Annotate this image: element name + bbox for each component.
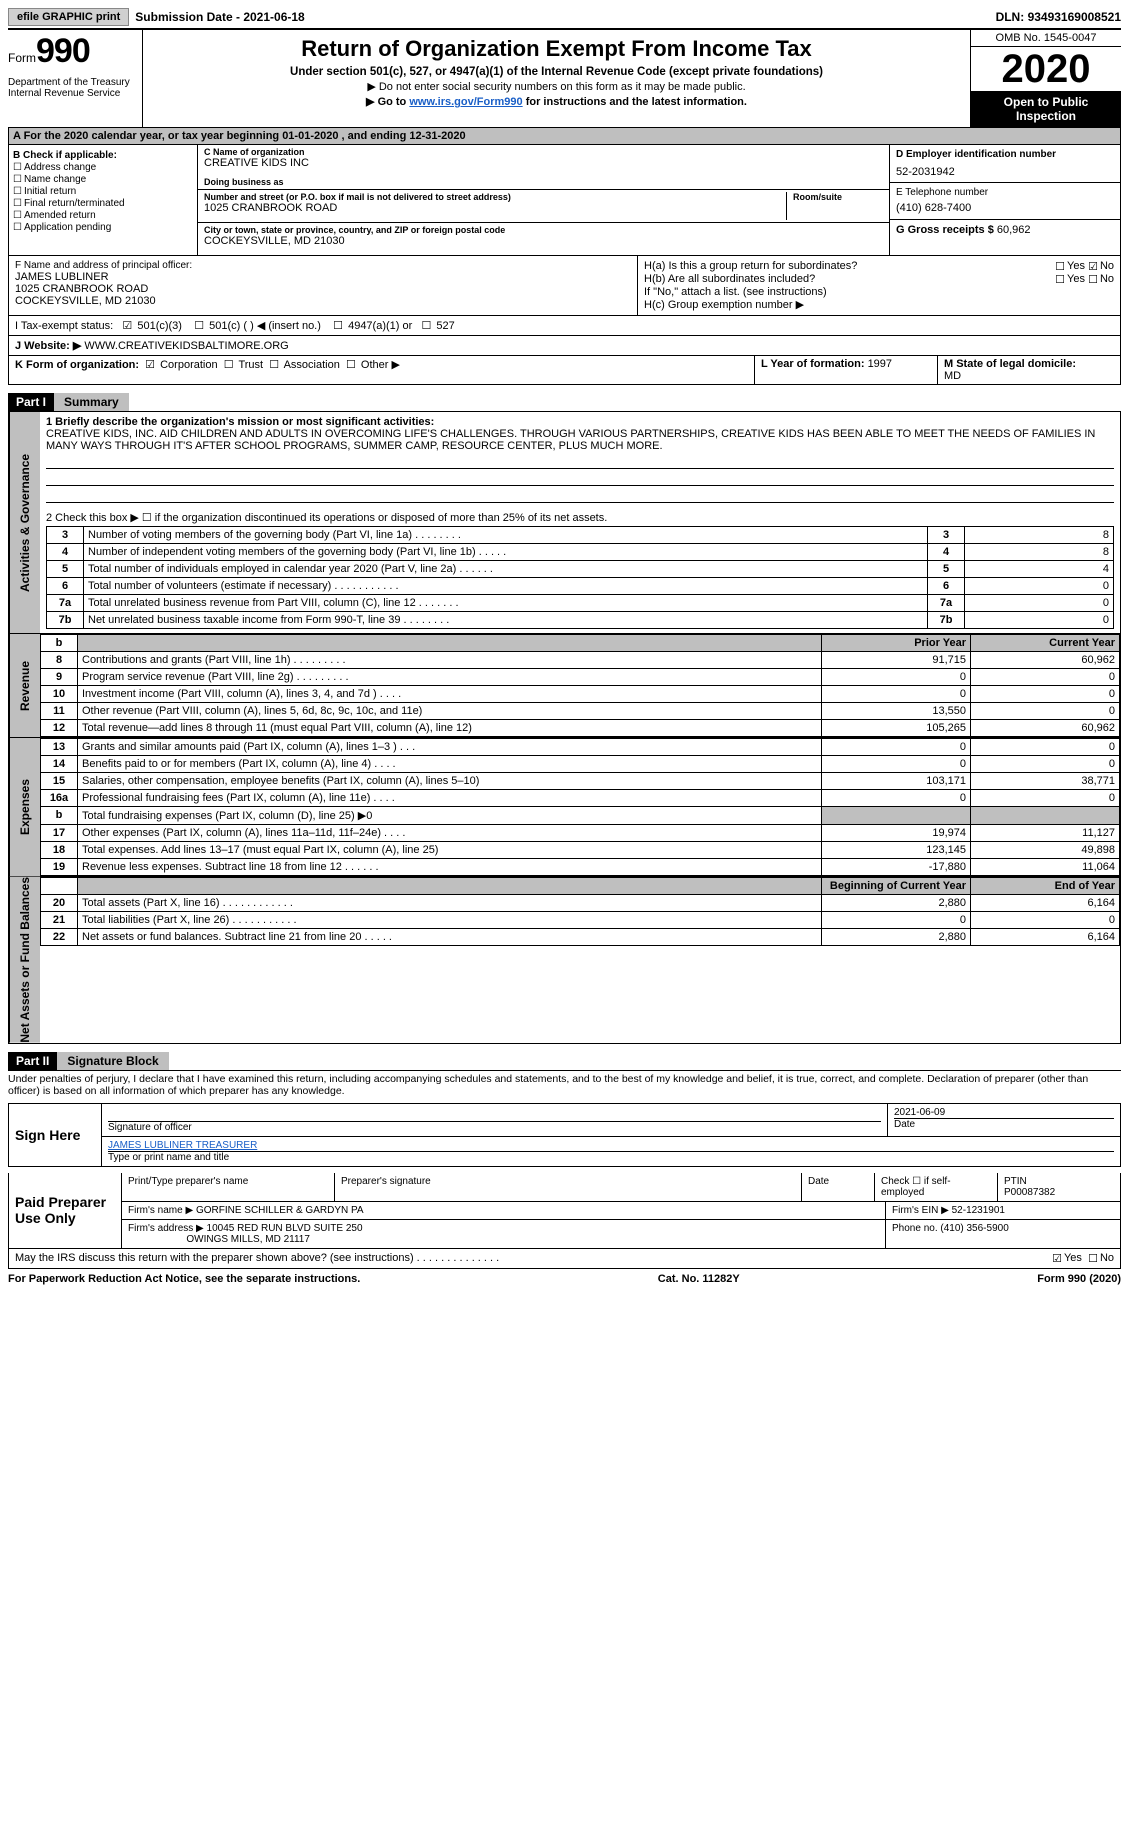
- officer-row: F Name and address of principal officer:…: [8, 256, 1121, 316]
- info-grid: B Check if applicable: Address change Na…: [8, 145, 1121, 256]
- efile-print-button[interactable]: efile GRAPHIC print: [8, 8, 129, 26]
- box-c: C Name of organization CREATIVE KIDS INC…: [198, 145, 889, 255]
- part-2-header: Part IISignature Block: [8, 1044, 1121, 1070]
- chk-amended-return[interactable]: Amended return: [13, 210, 193, 221]
- chk-501c3[interactable]: [122, 320, 134, 332]
- chk-final-return[interactable]: Final return/terminated: [13, 198, 193, 209]
- irs-link[interactable]: www.irs.gov/Form990: [409, 96, 522, 108]
- chk-address-change[interactable]: Address change: [13, 162, 193, 173]
- chk-initial-return[interactable]: Initial return: [13, 186, 193, 197]
- sign-here-block: Sign Here Signature of officer 2021-06-0…: [8, 1103, 1121, 1167]
- hb-yes[interactable]: [1055, 273, 1067, 286]
- top-bar: efile GRAPHIC print Submission Date - 20…: [8, 8, 1121, 26]
- website: WWW.CREATIVEKIDSBALTIMORE.ORG: [84, 340, 288, 352]
- sign-date: 2021-06-09: [894, 1107, 945, 1118]
- ein: 52-2031942: [896, 166, 1114, 178]
- org-city: COCKEYSVILLE, MD 21030: [204, 235, 883, 247]
- chk-4947[interactable]: [333, 320, 345, 332]
- signature-declaration: Under penalties of perjury, I declare th…: [8, 1070, 1121, 1097]
- form-number: Form990: [8, 32, 138, 71]
- revenue-table: b Prior YearCurrent Year 8Contributions …: [40, 634, 1120, 737]
- ha-no[interactable]: [1088, 260, 1100, 273]
- side-expenses: Expenses: [9, 738, 40, 876]
- firm-ein: 52-1231901: [952, 1205, 1005, 1216]
- inspection-badge: Open to Public Inspection: [971, 91, 1121, 127]
- calendar-year-row: A For the 2020 calendar year, or tax yea…: [8, 127, 1121, 145]
- side-activities: Activities & Governance: [9, 412, 40, 633]
- hb-no[interactable]: [1088, 273, 1100, 286]
- tax-year: 2020: [971, 47, 1121, 91]
- form-note-1: ▶ Do not enter social security numbers o…: [149, 80, 964, 93]
- box-b: B Check if applicable: Address change Na…: [9, 145, 198, 255]
- line-2: 2 Check this box ▶ ☐ if the organization…: [46, 511, 1114, 524]
- submission-date-label: Submission Date - 2021-06-18: [135, 10, 304, 24]
- chk-name-change[interactable]: Name change: [13, 174, 193, 185]
- chk-application-pending[interactable]: Application pending: [13, 222, 193, 233]
- form-subtitle: Under section 501(c), 527, or 4947(a)(1)…: [149, 66, 964, 78]
- form-title: Return of Organization Exempt From Incom…: [149, 36, 964, 62]
- mission-label: 1 Briefly describe the organization's mi…: [46, 416, 1114, 428]
- net-assets-table: Beginning of Current YearEnd of Year 20T…: [40, 877, 1120, 946]
- side-net-assets: Net Assets or Fund Balances: [9, 877, 40, 1043]
- chk-527[interactable]: [421, 320, 433, 332]
- officer-name: JAMES LUBLINER: [15, 271, 631, 283]
- firm-name: GORFINE SCHILLER & GARDYN PA: [196, 1205, 364, 1216]
- chk-trust[interactable]: [224, 359, 236, 371]
- paid-preparer-block: Paid Preparer Use Only Print/Type prepar…: [8, 1173, 1121, 1249]
- row-klm: K Form of organization: Corporation Trus…: [8, 356, 1121, 385]
- ha-yes[interactable]: [1055, 260, 1067, 273]
- ptin: P00087382: [1004, 1187, 1055, 1198]
- officer-name-link[interactable]: JAMES LUBLINER TREASURER: [108, 1140, 257, 1151]
- side-revenue: Revenue: [9, 634, 40, 737]
- mission-text: CREATIVE KIDS, INC. AID CHILDREN AND ADU…: [46, 428, 1114, 452]
- form-note-2: ▶ Go to www.irs.gov/Form990 for instruct…: [149, 95, 964, 108]
- row-i-j: I Tax-exempt status: 501(c)(3) 501(c) ( …: [8, 316, 1121, 356]
- page-footer: For Paperwork Reduction Act Notice, see …: [8, 1273, 1121, 1285]
- form-header: Form990 Department of the Treasury Inter…: [8, 28, 1121, 127]
- org-name: CREATIVE KIDS INC: [204, 157, 883, 169]
- part-1-header: Part ISummary: [8, 385, 1121, 411]
- discuss-yes[interactable]: [1052, 1252, 1064, 1265]
- gross-receipts: 60,962: [997, 224, 1031, 236]
- box-deg: D Employer identification number 52-2031…: [889, 145, 1120, 255]
- dln: DLN: 93493169008521: [996, 10, 1121, 24]
- org-address: 1025 CRANBROOK ROAD: [204, 202, 786, 214]
- department: Department of the Treasury Internal Reve…: [8, 77, 138, 99]
- chk-other[interactable]: [346, 359, 358, 371]
- firm-phone: (410) 356-5900: [940, 1223, 1008, 1234]
- discuss-no[interactable]: [1088, 1252, 1100, 1265]
- expenses-table: 13Grants and similar amounts paid (Part …: [40, 738, 1120, 876]
- omb-number: OMB No. 1545-0047: [971, 30, 1121, 47]
- chk-assoc[interactable]: [269, 359, 281, 371]
- governance-table: 3Number of voting members of the governi…: [46, 526, 1114, 629]
- discuss-row: May the IRS discuss this return with the…: [8, 1249, 1121, 1269]
- telephone: (410) 628-7400: [896, 202, 1114, 214]
- chk-corp[interactable]: [145, 359, 157, 371]
- chk-501c[interactable]: [194, 320, 206, 332]
